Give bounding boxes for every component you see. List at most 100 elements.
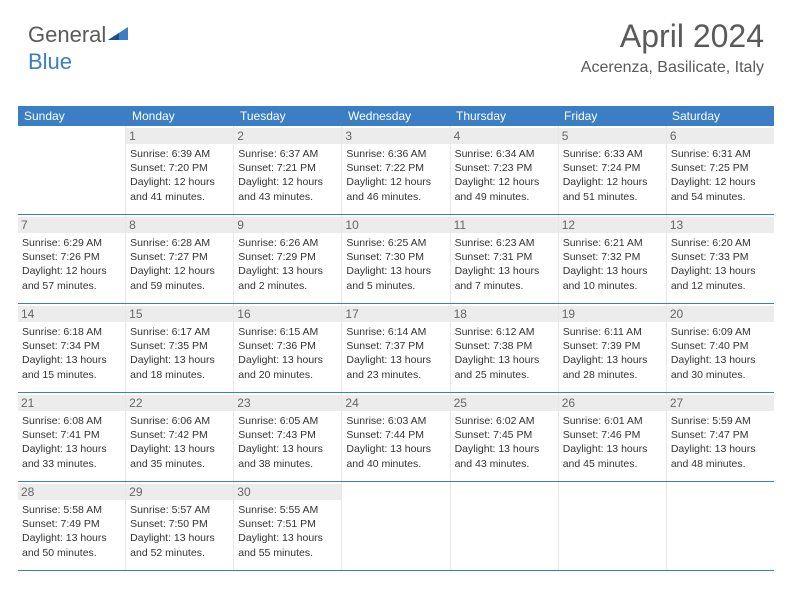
day-number: 28 xyxy=(18,484,125,500)
day-number: 10 xyxy=(342,217,449,233)
day-cell: 6 Sunrise: 6:31 AMSunset: 7:25 PMDaylight… xyxy=(667,126,774,214)
day-info: Sunrise: 6:37 AMSunset: 7:21 PMDaylight:… xyxy=(238,147,337,204)
day-cell: 15 Sunrise: 6:17 AMSunset: 7:35 PMDayligh… xyxy=(126,304,234,392)
day-number: 7 xyxy=(18,217,125,233)
day-info: Sunrise: 6:21 AMSunset: 7:32 PMDaylight:… xyxy=(563,236,662,293)
day-info: Sunrise: 6:33 AMSunset: 7:24 PMDaylight:… xyxy=(563,147,662,204)
day-number: 1 xyxy=(126,128,233,144)
day-info: Sunrise: 6:18 AMSunset: 7:34 PMDaylight:… xyxy=(22,325,121,382)
day-cell: 5 Sunrise: 6:33 AMSunset: 7:24 PMDaylight… xyxy=(559,126,667,214)
day-cell: 24 Sunrise: 6:03 AMSunset: 7:44 PMDayligh… xyxy=(342,393,450,481)
day-cell xyxy=(18,126,126,214)
day-number: 15 xyxy=(126,306,233,322)
day-cell: 29Sunrise: 5:57 AMSunset: 7:50 PMDayligh… xyxy=(126,482,234,570)
day-info: Sunrise: 6:31 AMSunset: 7:25 PMDaylight:… xyxy=(671,147,770,204)
day-info: Sunrise: 6:25 AMSunset: 7:30 PMDaylight:… xyxy=(346,236,445,293)
day-info: Sunrise: 6:28 AMSunset: 7:27 PMDaylight:… xyxy=(130,236,229,293)
day-info: Sunrise: 6:34 AMSunset: 7:23 PMDaylight:… xyxy=(455,147,554,204)
day-number: 20 xyxy=(667,306,774,322)
day-cell xyxy=(667,482,774,570)
day-info: Sunrise: 6:29 AMSunset: 7:26 PMDaylight:… xyxy=(22,236,121,293)
day-cell xyxy=(559,482,667,570)
day-cell: 21Sunrise: 6:08 AMSunset: 7:41 PMDayligh… xyxy=(18,393,126,481)
day-info: Sunrise: 5:55 AMSunset: 7:51 PMDaylight:… xyxy=(238,503,337,560)
day-info: Sunrise: 6:20 AMSunset: 7:33 PMDaylight:… xyxy=(671,236,770,293)
day-number: 9 xyxy=(234,217,341,233)
day-number: 11 xyxy=(451,217,558,233)
day-header-cell: Friday xyxy=(558,106,666,126)
logo-text-1: General xyxy=(28,22,106,47)
day-number: 27 xyxy=(667,395,774,411)
day-cell: 12 Sunrise: 6:21 AMSunset: 7:32 PMDayligh… xyxy=(559,215,667,303)
logo-text-2: Blue xyxy=(28,49,72,74)
day-number: 5 xyxy=(559,128,666,144)
day-info: Sunrise: 5:58 AMSunset: 7:49 PMDaylight:… xyxy=(22,503,121,560)
day-info: Sunrise: 6:02 AMSunset: 7:45 PMDaylight:… xyxy=(455,414,554,471)
day-cell: 3Sunrise: 6:36 AMSunset: 7:22 PMDaylight… xyxy=(342,126,450,214)
day-number: 30 xyxy=(234,484,341,500)
day-cell: 27 Sunrise: 5:59 AMSunset: 7:47 PMDayligh… xyxy=(667,393,774,481)
day-number: 23 xyxy=(234,395,341,411)
week-row: 7 Sunrise: 6:29 AMSunset: 7:26 PMDaylight… xyxy=(18,215,774,304)
day-number: 19 xyxy=(559,306,666,322)
day-number: 4 xyxy=(451,128,558,144)
day-number: 14 xyxy=(18,306,125,322)
day-info: Sunrise: 6:23 AMSunset: 7:31 PMDaylight:… xyxy=(455,236,554,293)
week-row: 21Sunrise: 6:08 AMSunset: 7:41 PMDayligh… xyxy=(18,393,774,482)
day-number: 16 xyxy=(234,306,341,322)
day-cell: 19 Sunrise: 6:11 AMSunset: 7:39 PMDayligh… xyxy=(559,304,667,392)
day-cell: 14 Sunrise: 6:18 AMSunset: 7:34 PMDayligh… xyxy=(18,304,126,392)
day-info: Sunrise: 6:26 AMSunset: 7:29 PMDaylight:… xyxy=(238,236,337,293)
day-cell: 28 Sunrise: 5:58 AMSunset: 7:49 PMDayligh… xyxy=(18,482,126,570)
day-cell: 17Sunrise: 6:14 AMSunset: 7:37 PMDayligh… xyxy=(342,304,450,392)
day-header-cell: Saturday xyxy=(666,106,774,126)
day-cell: 9 Sunrise: 6:26 AMSunset: 7:29 PMDaylight… xyxy=(234,215,342,303)
day-info: Sunrise: 6:11 AMSunset: 7:39 PMDaylight:… xyxy=(563,325,662,382)
day-cell: 4 Sunrise: 6:34 AMSunset: 7:23 PMDaylight… xyxy=(451,126,559,214)
day-info: Sunrise: 6:12 AMSunset: 7:38 PMDaylight:… xyxy=(455,325,554,382)
day-cell: 25Sunrise: 6:02 AMSunset: 7:45 PMDayligh… xyxy=(451,393,559,481)
day-cell: 13 Sunrise: 6:20 AMSunset: 7:33 PMDayligh… xyxy=(667,215,774,303)
day-info: Sunrise: 6:14 AMSunset: 7:37 PMDaylight:… xyxy=(346,325,445,382)
day-info: Sunrise: 6:03 AMSunset: 7:44 PMDaylight:… xyxy=(346,414,445,471)
week-row: 28 Sunrise: 5:58 AMSunset: 7:49 PMDayligh… xyxy=(18,482,774,571)
day-number: 13 xyxy=(667,217,774,233)
day-cell: 22Sunrise: 6:06 AMSunset: 7:42 PMDayligh… xyxy=(126,393,234,481)
day-header-cell: Monday xyxy=(126,106,234,126)
day-cell: 20Sunrise: 6:09 AMSunset: 7:40 PMDayligh… xyxy=(667,304,774,392)
week-row: 14 Sunrise: 6:18 AMSunset: 7:34 PMDayligh… xyxy=(18,304,774,393)
day-number: 21 xyxy=(18,395,125,411)
location-text: Acerenza, Basilicate, Italy xyxy=(581,59,764,77)
day-header-cell: Thursday xyxy=(450,106,558,126)
day-info: Sunrise: 6:17 AMSunset: 7:35 PMDaylight:… xyxy=(130,325,229,382)
day-info: Sunrise: 5:57 AMSunset: 7:50 PMDaylight:… xyxy=(130,503,229,560)
day-info: Sunrise: 6:01 AMSunset: 7:46 PMDaylight:… xyxy=(563,414,662,471)
day-cell: 30 Sunrise: 5:55 AMSunset: 7:51 PMDayligh… xyxy=(234,482,342,570)
day-number: 18 xyxy=(451,306,558,322)
day-cell: 26 Sunrise: 6:01 AMSunset: 7:46 PMDayligh… xyxy=(559,393,667,481)
day-info: Sunrise: 6:15 AMSunset: 7:36 PMDaylight:… xyxy=(238,325,337,382)
day-cell: 23 Sunrise: 6:05 AMSunset: 7:43 PMDayligh… xyxy=(234,393,342,481)
day-cell xyxy=(342,482,450,570)
day-number: 3 xyxy=(342,128,449,144)
day-number: 22 xyxy=(126,395,233,411)
day-info: Sunrise: 6:39 AMSunset: 7:20 PMDaylight:… xyxy=(130,147,229,204)
day-cell xyxy=(451,482,559,570)
day-number: 2 xyxy=(234,128,341,144)
day-number: 26 xyxy=(559,395,666,411)
day-cell: 16 Sunrise: 6:15 AMSunset: 7:36 PMDayligh… xyxy=(234,304,342,392)
header: April 2024 Acerenza, Basilicate, Italy xyxy=(581,18,764,77)
day-number: 6 xyxy=(667,128,774,144)
day-header-cell: Tuesday xyxy=(234,106,342,126)
day-number: 24 xyxy=(342,395,449,411)
page-title: April 2024 xyxy=(581,18,764,55)
day-info: Sunrise: 5:59 AMSunset: 7:47 PMDaylight:… xyxy=(671,414,770,471)
day-info: Sunrise: 6:05 AMSunset: 7:43 PMDaylight:… xyxy=(238,414,337,471)
day-header-cell: Sunday xyxy=(18,106,126,126)
day-header-cell: Wednesday xyxy=(342,106,450,126)
day-number: 12 xyxy=(559,217,666,233)
day-cell: 8 Sunrise: 6:28 AMSunset: 7:27 PMDaylight… xyxy=(126,215,234,303)
day-number: 8 xyxy=(126,217,233,233)
day-cell: 11 Sunrise: 6:23 AMSunset: 7:31 PMDayligh… xyxy=(451,215,559,303)
logo: General Blue xyxy=(28,22,128,75)
